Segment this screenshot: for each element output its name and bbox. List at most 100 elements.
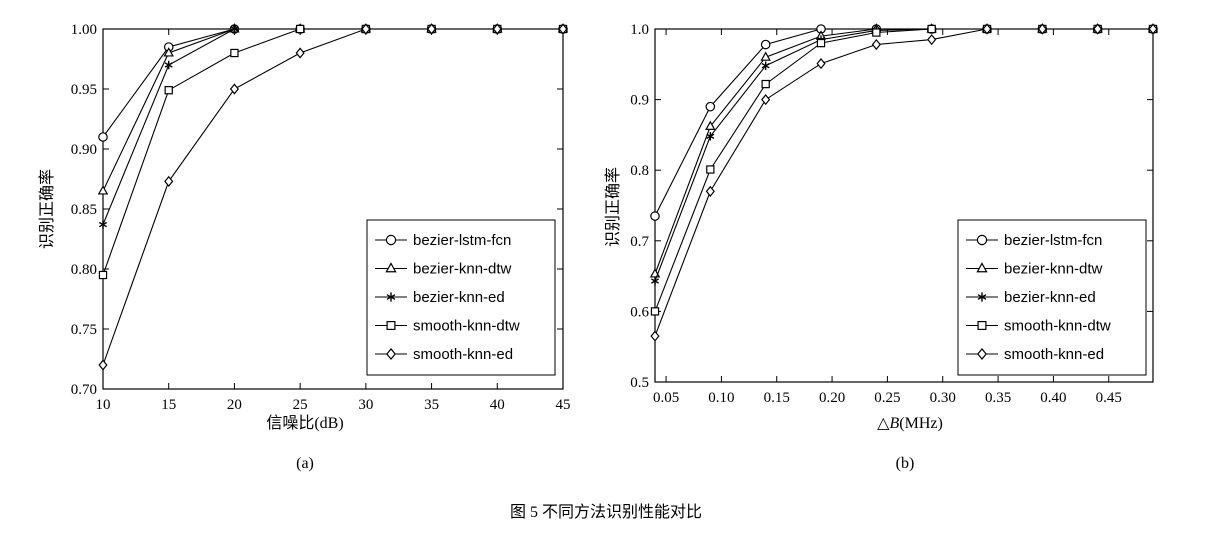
- y-tick-label: 1.0: [630, 22, 649, 38]
- y-axis-label-b: 识别正确率: [604, 167, 622, 247]
- panel-label-a: (a): [296, 455, 314, 472]
- series-bezier-knn-dtw: [97, 23, 569, 195]
- x-tick-label: 40: [490, 397, 505, 413]
- data-point: [761, 79, 770, 89]
- y-tick-label: 1.00: [71, 22, 97, 38]
- y-tick-label: 0.6: [630, 304, 649, 320]
- series-line: [102, 28, 563, 225]
- x-tick-label: 10: [96, 397, 111, 413]
- data-point: [650, 330, 660, 342]
- legend-label: smooth-knn-ed: [413, 346, 513, 363]
- chart-panel-b: 0.5 0.6 0.7 0.8 0.9 1.0 0.05 0.10 0.15 0.20 0.25 0…: [604, 22, 1159, 472]
- panel-label-b: (b): [896, 455, 915, 472]
- chart-panel-a: 0.70 0.75 0.80 0.85 0.90 0.95 1.00 10 15 20 25 30 3…: [38, 22, 571, 472]
- legend-item: bezier-lstm-fcn: [375, 232, 511, 249]
- legend-item: smooth-knn-dtw: [375, 318, 520, 335]
- series-line: [654, 28, 1153, 217]
- data-point: [164, 86, 173, 95]
- x-axis-label-a: 信噪比(dB): [266, 414, 343, 432]
- legend-item: bezier-knn-dtw: [375, 261, 512, 278]
- data-point: [229, 83, 239, 95]
- data-point: [163, 47, 174, 57]
- data-point: [982, 23, 992, 35]
- x-tick-label: 0.10: [708, 390, 734, 406]
- legend-marker: [977, 347, 987, 361]
- x-tick-label: 20: [227, 397, 242, 413]
- data-point: [705, 101, 716, 112]
- data-point: [1148, 23, 1158, 35]
- legend-item: bezier-knn-ed: [375, 289, 505, 306]
- data-point: [816, 38, 826, 48]
- data-point: [761, 61, 770, 70]
- data-point: [1093, 23, 1103, 35]
- series-smooth-knn-ed: [650, 23, 1158, 342]
- series-smooth-knn-ed: [98, 23, 568, 371]
- legend-label: bezier-knn-dtw: [413, 261, 512, 278]
- data-point: [760, 51, 771, 61]
- y-tick-label: 0.5: [630, 375, 649, 391]
- legend-label: smooth-knn-dtw: [413, 318, 520, 335]
- data-point: [872, 28, 881, 37]
- x-tick-label: 30: [358, 397, 373, 413]
- x-tick-label: 0.05: [653, 390, 679, 406]
- legend-item: bezier-lstm-fcn: [966, 232, 1102, 249]
- data-point: [871, 38, 881, 51]
- data-point: [230, 48, 239, 58]
- x-axis-label-b: △B(MHz): [877, 415, 943, 432]
- data-point: [98, 270, 108, 280]
- y-tick-label: 0.90: [71, 142, 97, 158]
- legend-item: bezier-knn-ed: [966, 289, 1096, 306]
- legend-label: bezier-knn-ed: [413, 289, 505, 306]
- data-point: [705, 185, 715, 197]
- x-tick-label: 0.35: [985, 390, 1011, 406]
- data-point: [98, 132, 108, 142]
- y-tick-label: 0.80: [71, 262, 97, 278]
- series-line: [102, 28, 563, 366]
- legend-item: smooth-knn-ed: [966, 346, 1104, 363]
- legend-marker: [977, 292, 987, 302]
- legend-marker: [386, 347, 396, 361]
- data-point: [816, 58, 826, 70]
- data-point: [650, 307, 660, 316]
- x-tick-label: 0.40: [1040, 390, 1066, 406]
- figure-caption: 图 5 不同方法识别性能对比: [510, 503, 702, 521]
- data-point: [98, 220, 108, 229]
- legend-item: smooth-knn-ed: [375, 346, 513, 363]
- series-line: [654, 28, 1153, 337]
- series-bezier-lstm-fcn: [650, 24, 1158, 221]
- legend-marker: [386, 320, 396, 331]
- series-bezier-lstm-fcn: [98, 24, 568, 142]
- data-point: [295, 47, 305, 59]
- y-tick-label: 0.9: [630, 93, 649, 109]
- data-point: [650, 276, 660, 286]
- y-tick-label: 0.70: [71, 382, 97, 398]
- legend-label: bezier-lstm-fcn: [413, 232, 511, 249]
- data-point: [927, 34, 937, 46]
- data-point: [650, 211, 660, 221]
- data-point: [927, 24, 936, 34]
- legend-marker: [385, 262, 397, 273]
- x-tick-label: 0.15: [764, 390, 790, 406]
- data-point: [97, 185, 109, 195]
- y-tick-label: 0.95: [71, 82, 97, 98]
- legend-marker: [385, 234, 397, 246]
- y-tick-label: 0.8: [630, 163, 649, 179]
- data-point: [1037, 23, 1047, 35]
- y-tick-label: 0.75: [71, 322, 97, 338]
- data-point: [164, 60, 173, 70]
- data-point: [706, 132, 715, 141]
- legend-item: bezier-knn-dtw: [966, 261, 1103, 278]
- data-point: [98, 359, 108, 371]
- x-tick-label: 0.25: [874, 390, 900, 406]
- data-point: [705, 120, 716, 130]
- x-tick-label: 35: [424, 397, 439, 413]
- x-tick-label: 0.30: [930, 390, 956, 406]
- legend-marker: [976, 234, 988, 246]
- data-point: [761, 94, 771, 106]
- data-point: [361, 23, 371, 35]
- data-point: [230, 24, 239, 34]
- legend-label: bezier-knn-dtw: [1004, 261, 1103, 278]
- legend-marker: [386, 292, 396, 302]
- data-point: [706, 165, 715, 174]
